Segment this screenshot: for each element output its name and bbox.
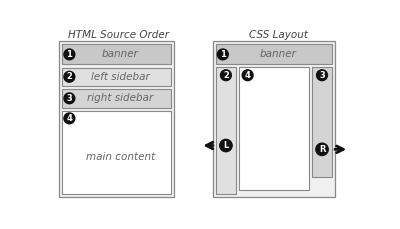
Bar [312, 67, 332, 177]
Text: main content: main content [86, 152, 155, 162]
Text: left sidebar: left sidebar [91, 72, 150, 82]
Text: 3: 3 [66, 94, 72, 103]
Bar [216, 67, 236, 194]
Circle shape [64, 93, 75, 104]
Bar [213, 41, 335, 197]
Text: CSS Layout: CSS Layout [249, 30, 308, 40]
Text: 4: 4 [66, 114, 72, 123]
Bar [216, 44, 332, 64]
Bar [239, 67, 309, 190]
Text: 2: 2 [223, 71, 229, 80]
Bar [62, 89, 171, 108]
Text: 1: 1 [220, 50, 226, 59]
Circle shape [64, 49, 75, 60]
Circle shape [316, 143, 328, 155]
Bar [59, 41, 174, 197]
Text: HTML Source Order: HTML Source Order [68, 30, 169, 40]
Text: R: R [319, 145, 325, 154]
Text: 3: 3 [319, 71, 325, 80]
Text: 2: 2 [66, 72, 72, 81]
Text: right sidebar: right sidebar [88, 93, 154, 103]
Circle shape [220, 70, 231, 81]
Circle shape [64, 71, 75, 82]
Circle shape [64, 113, 75, 124]
Circle shape [317, 70, 328, 81]
Text: banner: banner [260, 49, 296, 60]
Text: 4: 4 [245, 71, 250, 80]
Circle shape [218, 49, 228, 60]
Bar [62, 68, 171, 86]
Text: 1: 1 [66, 50, 72, 59]
Bar [62, 111, 171, 194]
Circle shape [242, 70, 253, 81]
Circle shape [220, 139, 232, 152]
Bar [62, 44, 171, 64]
Text: L: L [223, 141, 228, 150]
Text: banner: banner [102, 49, 139, 60]
